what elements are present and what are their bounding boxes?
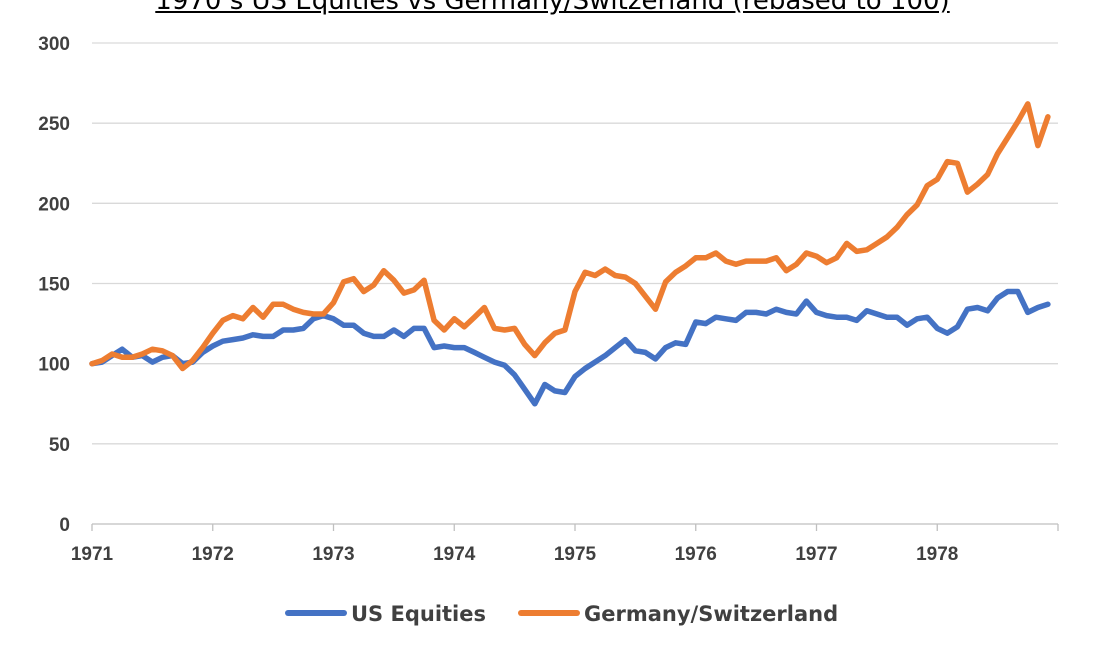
x-tick-label: 1971	[71, 544, 114, 565]
x-axis-ticks	[91, 524, 1059, 531]
series-lines	[89, 101, 1051, 407]
y-tick-label: 100	[38, 355, 70, 376]
series-line-us-equities	[89, 288, 1051, 407]
gridlines	[92, 42, 1058, 445]
y-axis-tick-labels: 0 50 100 150 200 250 300	[38, 34, 70, 536]
x-tick-label: 1975	[554, 544, 597, 565]
x-tick-label: 1978	[916, 544, 958, 565]
y-tick-label: 50	[49, 435, 70, 456]
y-tick-label: 0	[59, 515, 70, 536]
y-tick-label: 250	[38, 114, 70, 135]
y-tick-label: 300	[38, 34, 70, 55]
legend: US Equities Germany/Switzerland	[285, 602, 838, 626]
y-tick-label: 200	[38, 194, 70, 215]
x-tick-label: 1972	[192, 544, 234, 565]
legend-label: Germany/Switzerland	[584, 602, 838, 626]
y-tick-label: 150	[38, 275, 70, 296]
series-line-germany-switzerland	[89, 101, 1051, 372]
x-tick-label: 1974	[433, 544, 476, 565]
x-axis-tick-labels: 1971 1972 1973 1974 1975 1976 1977 1978	[71, 544, 959, 565]
chart-title: 1970’s US Equities vs Germany/Switzerlan…	[155, 0, 950, 16]
x-tick-label: 1976	[675, 544, 717, 565]
legend-label: US Equities	[351, 602, 486, 626]
x-tick-label: 1973	[312, 544, 354, 565]
x-tick-label: 1977	[795, 544, 837, 565]
